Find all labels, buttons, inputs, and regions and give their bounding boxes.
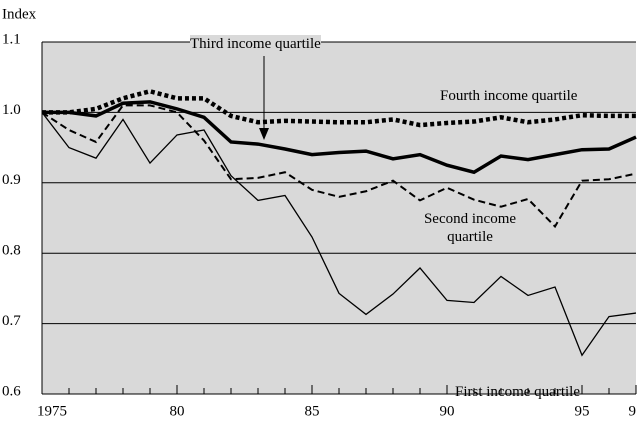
series-label: Fourth income quartile <box>440 87 577 105</box>
x-tick-label: 85 <box>305 403 320 419</box>
x-tick-label: 90 <box>440 403 455 419</box>
y-tick-label: 0.8 <box>2 243 21 259</box>
y-tick-label: 0.6 <box>2 383 21 399</box>
series-label: Second income quartile <box>405 210 535 246</box>
x-tick-label: 1975 <box>37 403 67 419</box>
x-tick-label: 95 <box>575 403 590 419</box>
y-tick-label: 1.1 <box>2 31 21 47</box>
series-label: Third income quartile <box>190 35 321 53</box>
y-tick-label: 0.9 <box>2 172 21 188</box>
y-tick-label: 0.7 <box>2 313 21 329</box>
x-tick-label: 97 <box>629 403 637 419</box>
y-tick-label: 1.0 <box>2 102 21 118</box>
x-tick-label: 80 <box>170 403 185 419</box>
series-label: First income quartile <box>455 383 580 401</box>
y-axis-label: Index <box>2 6 37 22</box>
